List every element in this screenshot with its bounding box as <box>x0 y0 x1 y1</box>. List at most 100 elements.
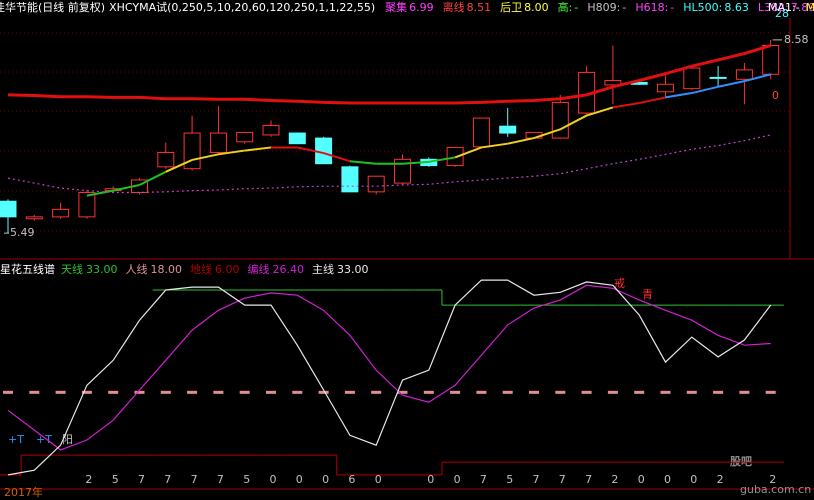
level-dash <box>344 390 355 394</box>
x-label: 6 <box>348 473 355 486</box>
candle-body <box>499 125 517 134</box>
level-dash <box>239 390 250 394</box>
candle-body <box>762 45 780 75</box>
x-label: 7 <box>585 473 592 486</box>
ma-segment <box>323 152 351 163</box>
level-dash <box>187 390 198 394</box>
legend-name: 地线 <box>190 262 212 276</box>
level-dash <box>266 390 276 394</box>
ma-segment <box>612 102 640 109</box>
x-label: 7 <box>191 473 198 486</box>
legend-value: 26.40 <box>273 263 305 276</box>
indicator-value: 6.99 <box>409 1 434 14</box>
panel-title: 星花五线谱 <box>0 262 55 276</box>
ma-segment <box>139 170 167 186</box>
level-dash <box>81 390 92 394</box>
level-dash <box>686 390 697 394</box>
level-dash <box>450 390 461 394</box>
legend-value: 33.00 <box>86 263 118 276</box>
level-dash <box>3 390 13 394</box>
x-label: 0 <box>322 473 329 486</box>
candle-body <box>25 216 43 220</box>
ma-segment <box>86 189 114 197</box>
indicator-value: 8.51 <box>467 1 492 14</box>
corner-label: 0 <box>772 89 779 102</box>
candle-body <box>604 80 622 86</box>
ma-segment <box>533 128 561 140</box>
x-label: 0 <box>690 473 697 486</box>
level-dash <box>29 390 40 394</box>
candle-body <box>0 200 17 218</box>
x-label: 5 <box>112 473 119 486</box>
level-dash <box>318 390 329 394</box>
x-label: 2 <box>717 473 724 486</box>
ma-line <box>7 44 772 105</box>
x-label: 7 <box>559 473 566 486</box>
x-label: 0 <box>296 473 303 486</box>
indicator-label: HL500: <box>683 1 722 14</box>
ma-segment <box>481 142 508 149</box>
indicator-label: L382: <box>758 1 789 14</box>
indicator-value: 8.00 <box>524 1 549 14</box>
level-dash <box>371 390 382 394</box>
x-label: 0 <box>454 473 461 486</box>
indicator-label: 后卫 <box>500 1 522 14</box>
indicator-line <box>7 284 771 451</box>
level-dash <box>397 390 408 394</box>
level-dash <box>108 390 119 394</box>
candle-body <box>394 158 411 184</box>
annotation: 青 <box>642 288 653 301</box>
ma-segment <box>638 96 666 105</box>
legend-value: 18.00 <box>151 263 183 276</box>
indicator-value: 7.89 <box>791 1 814 14</box>
level-dash <box>607 390 618 394</box>
stock-title: 佳华节能(日线 前复权) <box>0 0 105 14</box>
candle-body <box>551 101 569 139</box>
ma-segment <box>559 114 588 131</box>
x-label: 0 <box>638 473 645 486</box>
ma-segment <box>586 106 614 117</box>
legend-value: 33.00 <box>337 263 369 276</box>
level-dash <box>739 390 750 394</box>
level-dash <box>160 390 171 394</box>
x-label: 0 <box>270 473 277 486</box>
level-dash <box>502 390 513 394</box>
x-start-label: 2017年 <box>4 485 43 499</box>
indicator-label: 聚集 <box>385 0 407 14</box>
indicator-label: H809: <box>587 1 620 14</box>
ma-segment <box>717 80 745 88</box>
level-dash <box>213 390 224 394</box>
level-dash <box>292 390 303 394</box>
level-dash <box>555 390 566 394</box>
candle-body <box>657 83 674 93</box>
x-label: 7 <box>217 473 224 486</box>
x-label: 0 <box>375 473 382 486</box>
level-dash <box>134 390 145 394</box>
indicator-label: 高: <box>558 0 573 14</box>
ma-segment <box>428 156 456 163</box>
ma-segment <box>507 137 535 145</box>
x-label: 7 <box>533 473 540 486</box>
x-label: 5 <box>506 473 513 486</box>
ma-segment <box>691 85 719 95</box>
candle-body <box>472 117 490 148</box>
x-label: 7 <box>164 473 171 486</box>
level-dash <box>423 390 434 394</box>
x-label: 7 <box>480 473 487 486</box>
candle-body <box>236 131 254 143</box>
indicator-line <box>7 279 772 476</box>
high-price-label: 8.58 <box>784 33 809 46</box>
legend-value: 6.00 <box>215 263 240 276</box>
x-label: 0 <box>427 473 434 486</box>
candle-body <box>157 151 175 168</box>
level-dash <box>581 390 592 394</box>
ma-segment <box>665 92 692 99</box>
watermark: guba.com.cn <box>740 483 811 496</box>
annotation: 阳 <box>62 433 73 446</box>
ma-segment <box>297 146 324 155</box>
level-dash <box>529 390 539 394</box>
ma-label: MA1:- <box>768 1 800 14</box>
candle-body <box>341 166 359 193</box>
candle-body <box>209 132 227 153</box>
